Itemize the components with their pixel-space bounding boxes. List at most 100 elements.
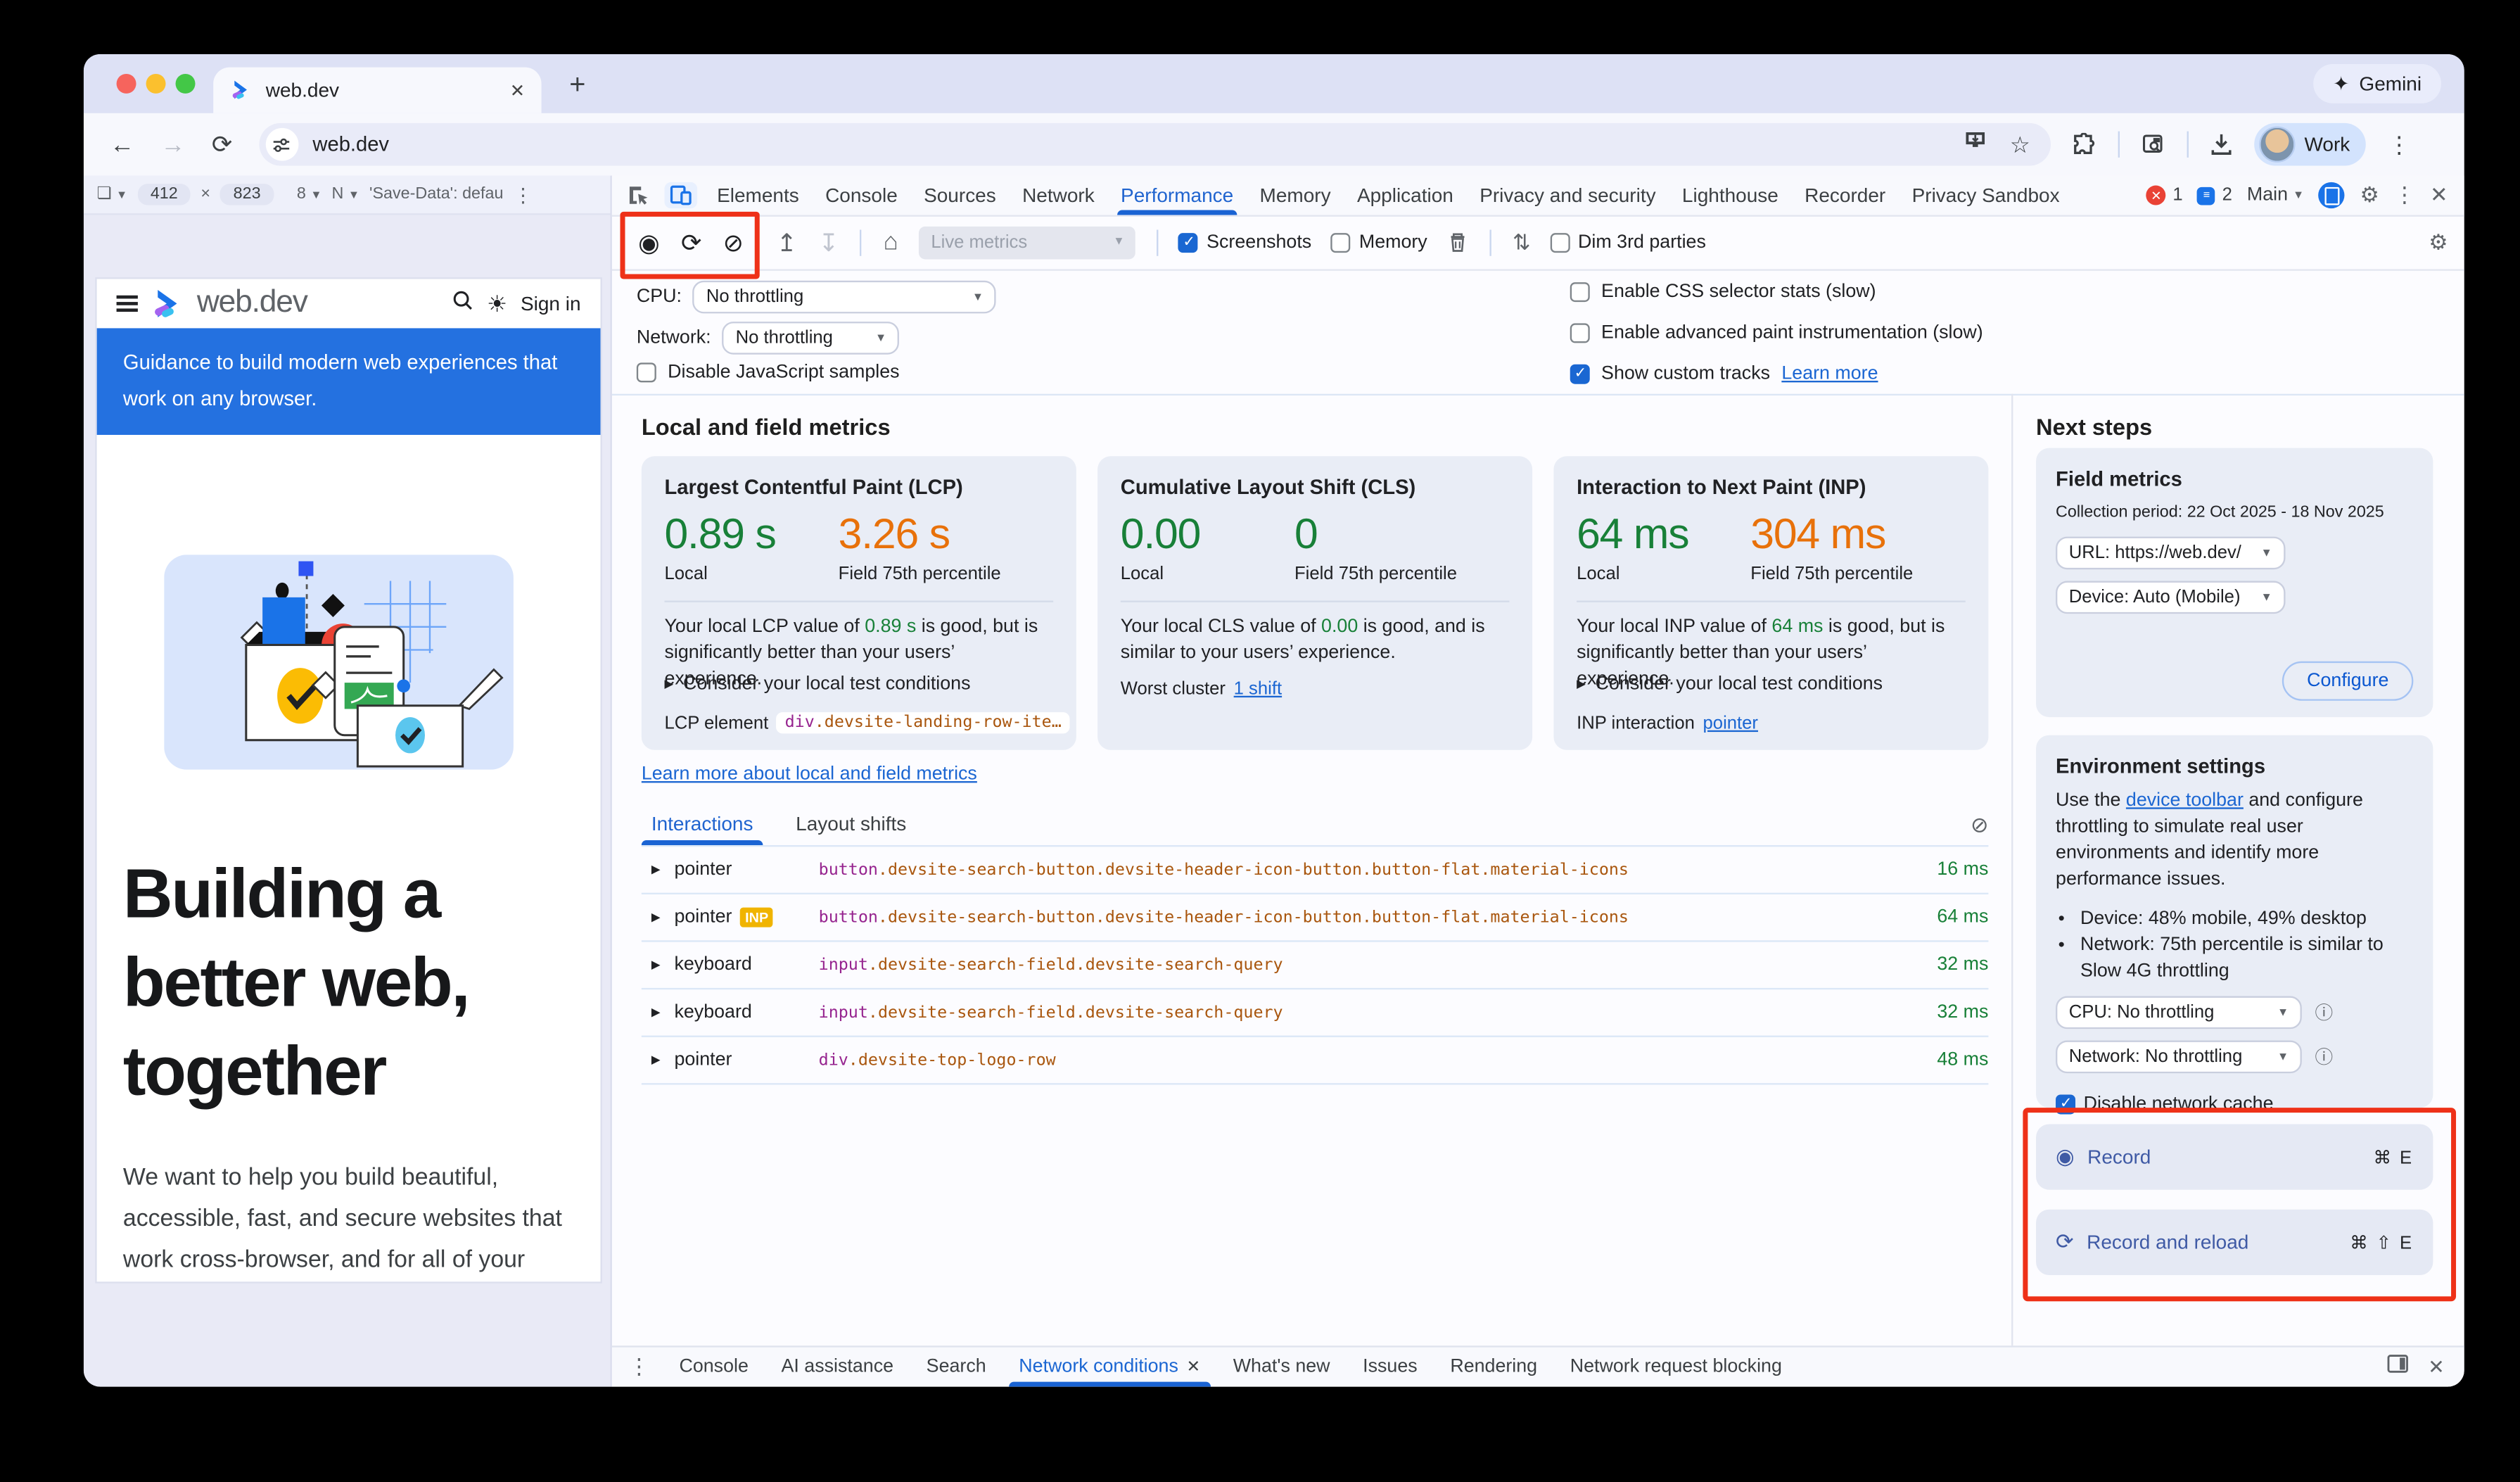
error-badge[interactable]: ✕ 1 bbox=[2146, 185, 2183, 205]
devtools-tab-memory[interactable]: Memory bbox=[1259, 184, 1331, 207]
minimize-window-button[interactable] bbox=[146, 73, 166, 94]
collect-garbage-icon[interactable] bbox=[1447, 231, 1468, 254]
site-brand[interactable]: web.dev bbox=[196, 285, 308, 320]
devtools-tab-sources[interactable]: Sources bbox=[924, 184, 996, 207]
viewport-width-input[interactable]: 412 bbox=[137, 184, 191, 205]
env-network-select[interactable]: Network: No throttling ▼ bbox=[2056, 1040, 2302, 1074]
drawer-tab-what-s-new[interactable]: What's new bbox=[1233, 1357, 1330, 1377]
devtools-tab-privacy-sandbox[interactable]: Privacy Sandbox bbox=[1911, 184, 2060, 207]
back-icon[interactable]: ← bbox=[110, 130, 135, 159]
forward-icon[interactable]: → bbox=[160, 130, 186, 159]
reload-icon[interactable]: ⟳ bbox=[211, 131, 233, 160]
downloads-icon[interactable] bbox=[2209, 133, 2232, 156]
gemini-button[interactable]: ✦ Gemini bbox=[2312, 63, 2442, 103]
toggle-device-toolbar-icon[interactable] bbox=[664, 182, 698, 209]
throttle-select[interactable]: N ▼ bbox=[331, 185, 360, 204]
triangle-right-icon[interactable]: ▶ bbox=[651, 864, 661, 877]
learn-metrics-link[interactable]: Learn more about local and field metrics bbox=[641, 764, 977, 785]
drawer-tab-rendering[interactable]: Rendering bbox=[1450, 1357, 1538, 1377]
devtools-tab-performance[interactable]: Performance bbox=[1107, 176, 1247, 215]
drawer-tab-issues[interactable]: Issues bbox=[1363, 1357, 1418, 1377]
site-settings-icon[interactable] bbox=[265, 127, 298, 161]
interaction-row[interactable]: ▶ keyboard input.devsite-search-field.devs… bbox=[641, 989, 1989, 1037]
profile-chip[interactable]: Work bbox=[2253, 122, 2367, 166]
device-toolbar-link[interactable]: device toolbar bbox=[2125, 791, 2244, 811]
clear-recordings-icon[interactable]: ⊘ bbox=[723, 229, 744, 257]
memory-checkbox[interactable]: Memory bbox=[1331, 232, 1427, 252]
install-icon[interactable] bbox=[1964, 129, 1987, 159]
zoom-select[interactable]: 8 ▼ bbox=[296, 185, 322, 204]
network-throttle-select[interactable]: No throttling ▼ bbox=[722, 322, 900, 355]
expand-collapse-icon[interactable]: ⇅ bbox=[1512, 229, 1531, 254]
interaction-row[interactable]: ▶ pointer button.devsite-search-button.dev… bbox=[641, 844, 1989, 894]
sign-in-link[interactable]: Sign in bbox=[520, 292, 581, 315]
devtools-tab-lighthouse[interactable]: Lighthouse bbox=[1681, 184, 1778, 207]
save-profile-icon[interactable]: ↧ bbox=[818, 229, 839, 257]
learn-more-link[interactable]: Learn more bbox=[1781, 364, 1878, 384]
drawer-menu-icon[interactable]: ⋮ bbox=[628, 1353, 650, 1379]
advanced-paint-checkbox[interactable]: Enable advanced paint instrumentation (s… bbox=[1570, 323, 1983, 343]
devtools-tab-console[interactable]: Console bbox=[825, 184, 898, 207]
browser-tab[interactable]: web.dev ✕ bbox=[213, 67, 542, 113]
field-url-select[interactable]: URL: https://web.dev/▼ bbox=[2056, 536, 2286, 570]
devtools-tab-network[interactable]: Network bbox=[1022, 184, 1095, 207]
record-and-reload-icon[interactable]: ⟳ bbox=[681, 229, 702, 257]
devtools-tab-privacy-and-security[interactable]: Privacy and security bbox=[1479, 184, 1656, 207]
drawer-tab-network-conditions[interactable]: Network conditions ✕ bbox=[1003, 1348, 1216, 1387]
interaction-row[interactable]: ▶ pointer div.devsite-top-logo-row 48 ms bbox=[641, 1037, 1989, 1085]
disable-js-samples-checkbox[interactable]: Disable JavaScript samples bbox=[636, 362, 900, 383]
url-text[interactable]: web.dev bbox=[312, 132, 390, 156]
theme-toggle-icon[interactable]: ☀ bbox=[486, 289, 508, 316]
devtools-tab-recorder[interactable]: Recorder bbox=[1805, 184, 1886, 207]
field-device-select[interactable]: Device: Auto (Mobile) ▼ bbox=[2056, 581, 2286, 614]
drawer-tab-search[interactable]: Search bbox=[926, 1357, 986, 1377]
hamburger-menu-icon[interactable] bbox=[116, 295, 138, 299]
triangle-right-icon[interactable]: ▶ bbox=[651, 1055, 661, 1067]
extensions-icon[interactable] bbox=[2071, 132, 2096, 157]
inspect-element-icon[interactable] bbox=[627, 184, 650, 207]
device-toolbar-menu-icon[interactable]: ⋮ bbox=[513, 183, 533, 206]
upload-profile-icon[interactable]: ↥ bbox=[776, 229, 797, 257]
view-tab-interactions[interactable]: Interactions bbox=[641, 812, 763, 845]
tab-search-icon[interactable] bbox=[2140, 133, 2165, 156]
devtools-close-icon[interactable]: ✕ bbox=[2429, 182, 2448, 207]
js-context-select[interactable]: Main ▼ bbox=[2246, 185, 2305, 205]
inp-test-conditions-expando[interactable]: ▶ Consider your local test conditions bbox=[1577, 674, 1883, 695]
view-tab-layout-shifts[interactable]: Layout shifts bbox=[796, 812, 907, 836]
screenshots-checkbox[interactable]: Screenshots bbox=[1178, 232, 1311, 252]
lcp-element-link[interactable]: div.devsite-landing-row-ite… bbox=[776, 712, 1070, 734]
clear-interactions-icon[interactable]: ⊘ bbox=[1970, 812, 1989, 837]
configure-button[interactable]: Configure bbox=[2282, 661, 2414, 701]
site-search-icon[interactable] bbox=[451, 288, 474, 319]
info-icon[interactable]: ⓘ bbox=[2315, 1004, 2334, 1025]
devtools-menu-icon[interactable]: ⋮ bbox=[2393, 182, 2415, 207]
history-select[interactable]: Live metrics ▼ bbox=[919, 225, 1136, 259]
dock-side-icon[interactable] bbox=[2387, 1353, 2408, 1382]
tab-close-icon[interactable]: ✕ bbox=[509, 81, 526, 101]
record-icon[interactable]: ◉ bbox=[638, 229, 660, 257]
new-tab-button[interactable]: + bbox=[569, 68, 586, 101]
lcp-test-conditions-expando[interactable]: ▶ Consider your local test conditions bbox=[664, 674, 971, 695]
devtools-settings-gear-icon[interactable]: ⚙ bbox=[2360, 182, 2379, 207]
devtools-tab-application[interactable]: Application bbox=[1356, 184, 1453, 207]
show-custom-tracks-checkbox[interactable]: Show custom tracks Learn more bbox=[1570, 364, 1878, 384]
inp-interaction-link[interactable]: pointer bbox=[1703, 714, 1758, 734]
triangle-right-icon[interactable]: ▶ bbox=[651, 960, 661, 972]
env-cpu-select[interactable]: CPU: No throttling ▼ bbox=[2056, 996, 2302, 1030]
bookmark-star-icon[interactable]: ☆ bbox=[2009, 130, 2031, 157]
address-bar[interactable]: web.dev ☆ bbox=[258, 122, 2051, 166]
capture-settings-gear-icon[interactable]: ⚙ bbox=[2429, 229, 2448, 254]
device-mode-active-icon[interactable] bbox=[2319, 182, 2346, 209]
dim-3rd-parties-checkbox[interactable]: Dim 3rd parties bbox=[1550, 232, 1706, 252]
cpu-throttle-select[interactable]: No throttling ▼ bbox=[693, 280, 997, 314]
viewport-height-input[interactable]: 823 bbox=[220, 184, 274, 205]
record-button[interactable]: ◉ Record ⌘ E bbox=[2036, 1124, 2433, 1190]
devtools-tab-elements[interactable]: Elements bbox=[717, 184, 799, 207]
worst-cluster-link[interactable]: 1 shift bbox=[1233, 679, 1283, 699]
triangle-right-icon[interactable]: ▶ bbox=[651, 912, 661, 924]
drawer-tab-console[interactable]: Console bbox=[679, 1357, 749, 1377]
close-window-button[interactable] bbox=[116, 73, 136, 94]
device-select[interactable]: ❏ ▼ bbox=[96, 185, 128, 204]
close-icon[interactable]: ✕ bbox=[1186, 1357, 1201, 1376]
triangle-right-icon[interactable]: ▶ bbox=[651, 1007, 661, 1020]
